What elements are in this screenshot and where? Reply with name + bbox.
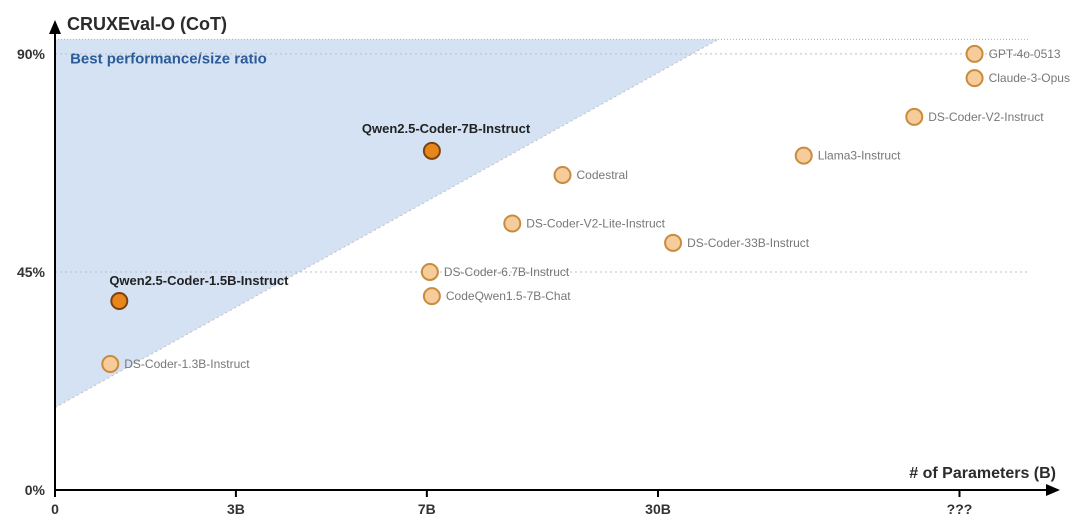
- data-point: DS-Coder-1.3B-Instruct: [102, 356, 250, 372]
- point-marker: [504, 216, 520, 232]
- data-point: Claude-3-Opus: [967, 70, 1070, 86]
- point-label: Llama3-Instruct: [818, 149, 901, 163]
- data-point: DS-Coder-33B-Instruct: [665, 235, 810, 251]
- point-marker: [422, 264, 438, 280]
- point-label: Claude-3-Opus: [989, 71, 1070, 85]
- point-label: CodeQwen1.5-7B-Chat: [446, 289, 571, 303]
- point-label: DS-Coder-V2-Instruct: [928, 110, 1044, 124]
- data-point: Llama3-Instruct: [796, 148, 901, 164]
- data-point: DS-Coder-V2-Instruct: [906, 109, 1044, 125]
- point-label: Codestral: [577, 168, 628, 182]
- point-marker: [111, 293, 127, 309]
- data-point: Codestral: [555, 167, 628, 183]
- point-marker: [424, 143, 440, 159]
- point-marker: [555, 167, 571, 183]
- point-label: DS-Coder-1.3B-Instruct: [124, 357, 250, 371]
- x-tick-label: ???: [947, 501, 973, 517]
- x-axis-arrow: [1046, 484, 1060, 496]
- y-axis-arrow: [49, 20, 61, 34]
- point-marker: [796, 148, 812, 164]
- point-marker: [665, 235, 681, 251]
- point-label: DS-Coder-V2-Lite-Instruct: [526, 217, 665, 231]
- point-label: DS-Coder-6.7B-Instruct: [444, 265, 570, 279]
- point-marker: [424, 288, 440, 304]
- point-label: GPT-4o-0513: [989, 47, 1061, 61]
- x-tick-label: 7B: [418, 501, 436, 517]
- data-point: GPT-4o-0513: [967, 46, 1061, 62]
- point-marker: [967, 70, 983, 86]
- point-marker: [967, 46, 983, 62]
- scatter-chart: Best performance/size ratio 0% 45% 90% CRUXE…: [0, 0, 1080, 528]
- point-marker: [102, 356, 118, 372]
- point-label: Qwen2.5-Coder-1.5B-Instruct: [109, 273, 289, 288]
- x-axis-title: # of Parameters (B): [909, 465, 1056, 482]
- data-point: CodeQwen1.5-7B-Chat: [424, 288, 571, 304]
- region-label: Best performance/size ratio: [70, 51, 267, 68]
- point-marker: [906, 109, 922, 125]
- y-tick-label: 0%: [25, 482, 46, 498]
- y-tick-label: 90%: [17, 46, 46, 62]
- x-tick-label: 0: [51, 501, 59, 517]
- y-axis-title: CRUXEval-O (CoT): [67, 14, 227, 34]
- data-point: DS-Coder-V2-Lite-Instruct: [504, 216, 665, 232]
- data-point: DS-Coder-6.7B-Instruct: [422, 264, 570, 280]
- y-tick-label: 45%: [17, 264, 46, 280]
- x-tick-label: 3B: [227, 501, 245, 517]
- point-label: DS-Coder-33B-Instruct: [687, 236, 810, 250]
- x-tick-label: 30B: [645, 501, 671, 517]
- point-label: Qwen2.5-Coder-7B-Instruct: [362, 121, 531, 136]
